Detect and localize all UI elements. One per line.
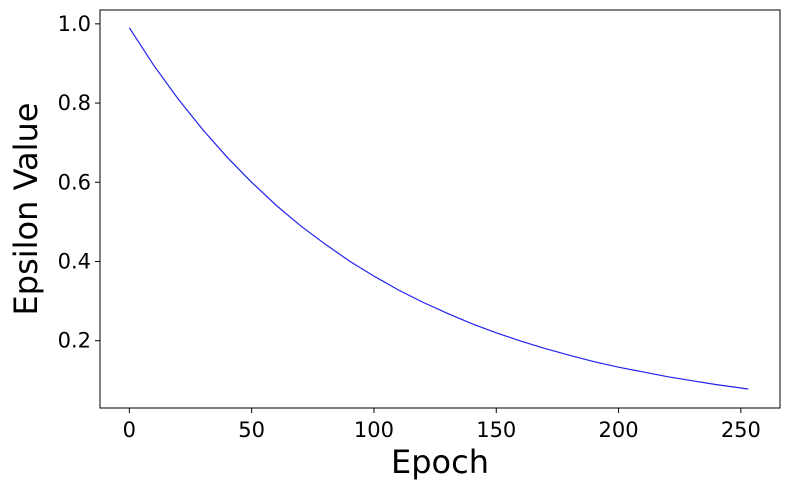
x-tick-label: 50 [238, 418, 265, 442]
x-tick-label: 100 [354, 418, 394, 442]
epsilon-series-line [128, 27, 749, 390]
x-tick-label: 250 [721, 418, 761, 442]
y-tick-label: 0.2 [58, 329, 91, 353]
y-tick-label: 0.8 [58, 91, 91, 115]
y-axis: 0.2 0.4 0.6 0.8 1.0 [58, 12, 100, 353]
x-tick-label: 0 [123, 418, 136, 442]
y-tick-label: 0.6 [58, 170, 91, 194]
x-tick-label: 200 [599, 418, 639, 442]
y-axis-label: Epsilon Value [7, 103, 45, 316]
y-tick-label: 0.4 [58, 249, 91, 273]
x-axis-label: Epoch [391, 443, 489, 481]
x-axis: 0 50 100 150 200 250 [123, 408, 761, 442]
plot-frame [99, 9, 781, 409]
y-tick-label: 1.0 [58, 12, 91, 36]
x-tick-label: 150 [476, 418, 516, 442]
